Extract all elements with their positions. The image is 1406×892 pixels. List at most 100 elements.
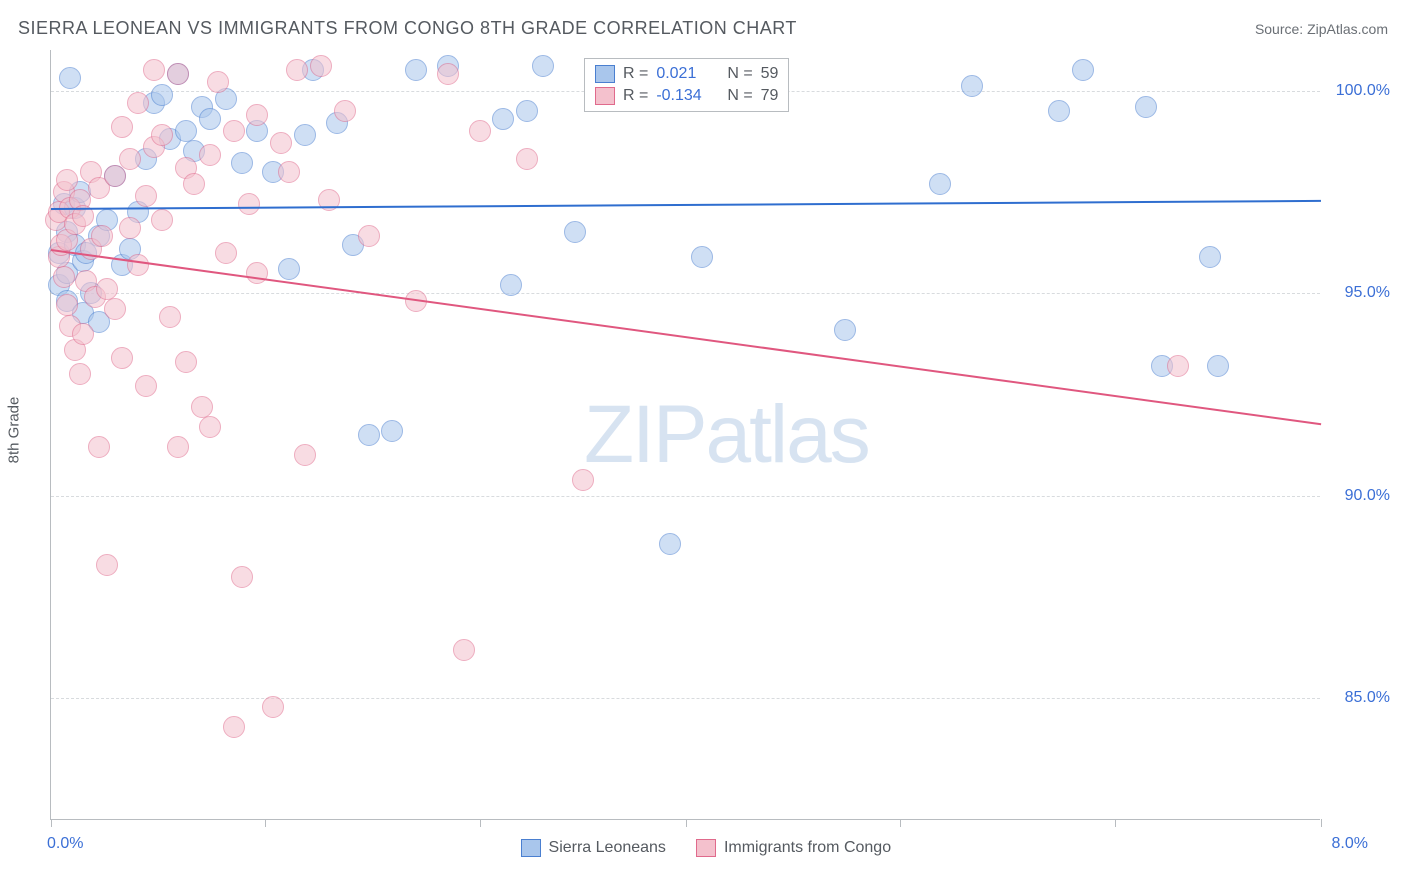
scatter-point	[500, 274, 522, 296]
gridline	[51, 496, 1320, 497]
scatter-point	[191, 396, 213, 418]
scatter-point	[516, 100, 538, 122]
scatter-point	[246, 262, 268, 284]
watermark-atlas: atlas	[706, 389, 869, 480]
gridline	[51, 293, 1320, 294]
x-tick	[900, 819, 901, 827]
legend-swatch	[595, 65, 615, 83]
x-tick	[51, 819, 52, 827]
scatter-point	[381, 420, 403, 442]
scatter-point	[135, 185, 157, 207]
scatter-point	[1167, 355, 1189, 377]
scatter-point	[135, 375, 157, 397]
scatter-point	[469, 120, 491, 142]
legend-row: R =0.021N =59	[595, 63, 778, 85]
scatter-point	[278, 258, 300, 280]
scatter-point	[231, 566, 253, 588]
scatter-point	[358, 225, 380, 247]
scatter-point	[334, 100, 356, 122]
scatter-point	[215, 242, 237, 264]
r-value: -0.134	[656, 87, 711, 105]
x-tick	[686, 819, 687, 827]
scatter-point	[532, 55, 554, 77]
legend-row: R = -0.134 N = 79	[595, 85, 778, 107]
watermark: ZIPatlas	[584, 388, 869, 482]
x-tick	[1321, 819, 1322, 827]
scatter-point	[834, 319, 856, 341]
scatter-point	[175, 120, 197, 142]
scatter-point	[572, 469, 594, 491]
scatter-point	[183, 173, 205, 195]
y-tick-label: 100.0%	[1336, 82, 1390, 100]
scatter-point	[437, 63, 459, 85]
scatter-point	[286, 59, 308, 81]
x-tick	[1115, 819, 1116, 827]
scatter-point	[159, 306, 181, 328]
scatter-point	[69, 363, 91, 385]
legend-label: Immigrants from Congo	[724, 839, 891, 857]
legend-swatch	[696, 839, 716, 857]
scatter-point	[151, 209, 173, 231]
scatter-point	[1072, 59, 1094, 81]
legend-swatch	[595, 87, 615, 105]
scatter-point	[223, 120, 245, 142]
x-tick	[480, 819, 481, 827]
scatter-point	[1207, 355, 1229, 377]
chart-source: Source: ZipAtlas.com	[1255, 21, 1388, 37]
y-tick-label: 95.0%	[1345, 284, 1390, 302]
legend-label: Sierra Leoneans	[549, 839, 666, 857]
scatter-point	[167, 63, 189, 85]
chart-title: SIERRA LEONEAN VS IMMIGRANTS FROM CONGO …	[18, 18, 797, 39]
scatter-point	[453, 639, 475, 661]
legend-item: Immigrants from Congo	[696, 839, 891, 857]
scatter-point	[405, 59, 427, 81]
scatter-point	[151, 124, 173, 146]
scatter-point	[175, 351, 197, 373]
scatter-point	[929, 173, 951, 195]
scatter-point	[1199, 246, 1221, 268]
scatter-point	[294, 124, 316, 146]
scatter-point	[492, 108, 514, 130]
scatter-point	[199, 144, 221, 166]
trend-line	[51, 249, 1321, 425]
scatter-point	[199, 108, 221, 130]
scatter-point	[56, 294, 78, 316]
scatter-point	[262, 696, 284, 718]
scatter-point	[56, 169, 78, 191]
scatter-point	[119, 217, 141, 239]
scatter-point	[72, 323, 94, 345]
n-value: 79	[761, 87, 779, 105]
scatter-point	[104, 165, 126, 187]
scatter-point	[111, 116, 133, 138]
scatter-point	[310, 55, 332, 77]
scatter-point	[207, 71, 229, 93]
legend-swatch	[521, 839, 541, 857]
correlation-legend: R = 0.021 N = 59 R = -0.134 N = 79	[584, 58, 789, 112]
y-tick-label: 90.0%	[1345, 487, 1390, 505]
n-value: 59	[761, 65, 779, 83]
gridline	[51, 698, 1320, 699]
scatter-point	[104, 298, 126, 320]
scatter-point	[564, 221, 586, 243]
scatter-point	[358, 424, 380, 446]
scatter-point	[127, 254, 149, 276]
scatter-point	[119, 148, 141, 170]
x-max-label: 8.0%	[1332, 835, 1368, 853]
r-label: R =	[623, 65, 648, 83]
scatter-point	[516, 148, 538, 170]
r-value: 0.021	[656, 65, 711, 83]
legend-item: Sierra Leoneans	[521, 839, 666, 857]
scatter-point	[88, 436, 110, 458]
scatter-point	[59, 67, 81, 89]
scatter-point	[53, 266, 75, 288]
scatter-point	[231, 152, 253, 174]
scatter-point	[270, 132, 292, 154]
scatter-point	[111, 347, 133, 369]
chart-header: SIERRA LEONEAN VS IMMIGRANTS FROM CONGO …	[18, 18, 1388, 39]
n-label: N =	[727, 87, 752, 105]
scatter-point	[659, 533, 681, 555]
scatter-point	[1048, 100, 1070, 122]
r-label: R =	[623, 87, 648, 105]
y-tick-label: 85.0%	[1345, 689, 1390, 707]
scatter-point	[246, 104, 268, 126]
